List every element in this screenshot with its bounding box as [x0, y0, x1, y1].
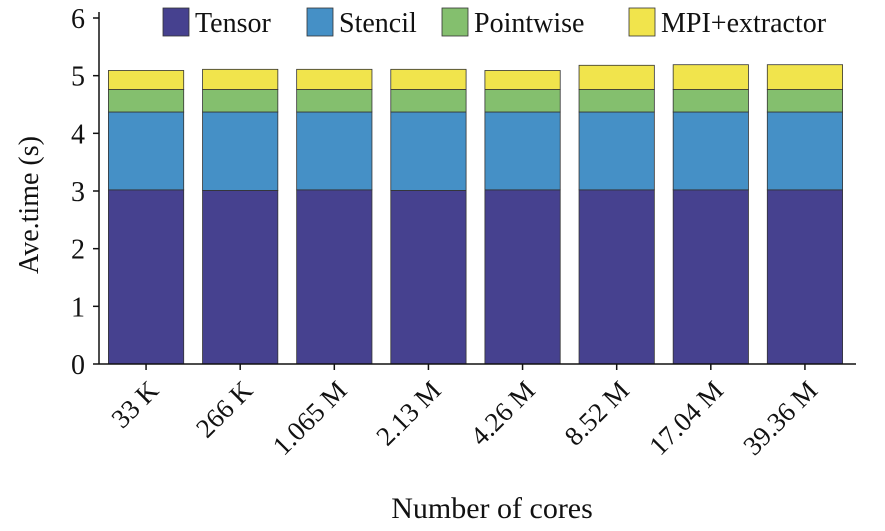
legend-item-mpi-extractor: MPI+extractor: [628, 7, 827, 39]
bar-segment-pointwise-4: [390, 89, 467, 113]
y-tick-label: 5: [71, 62, 85, 93]
y-tick-label: 1: [71, 292, 85, 323]
x-tick-label: 8.52 M: [559, 375, 635, 451]
legend-item-stencil: Stencil: [306, 7, 417, 39]
bar-segment-pointwise-2: [202, 89, 279, 113]
bar-segment-mpi-extractor-6: [578, 64, 655, 90]
y-tick-label: 4: [71, 119, 85, 150]
bar-segment-mpi-extractor-2: [202, 68, 279, 90]
bar-segment-stencil-8: [766, 111, 843, 191]
bar-segment-pointwise-1: [108, 89, 185, 113]
bar-segment-pointwise-7: [672, 89, 749, 113]
bar-segment-tensor-5: [484, 189, 561, 365]
legend-swatch: [162, 7, 190, 37]
bar-segment-mpi-extractor-3: [296, 68, 373, 90]
x-axis-label: Number of cores: [391, 492, 593, 525]
legend-swatch: [306, 7, 334, 37]
bar-segment-mpi-extractor-7: [672, 64, 749, 90]
bar-segment-mpi-extractor-5: [484, 70, 561, 90]
x-tick-label: 17.04 M: [643, 375, 729, 461]
bar-segment-mpi-extractor-1: [108, 70, 185, 90]
bar-segment-tensor-8: [766, 189, 843, 365]
x-tick-label: 266 K: [190, 375, 259, 444]
legend-item-pointwise: Pointwise: [441, 7, 584, 39]
bar-segment-stencil-6: [578, 111, 655, 191]
bar-segment-pointwise-6: [578, 89, 655, 113]
bar-segment-tensor-2: [202, 190, 279, 365]
legend-label: Pointwise: [474, 8, 584, 39]
legend-swatch: [628, 7, 656, 37]
bar-segment-mpi-extractor-8: [766, 64, 843, 90]
bar-segment-stencil-3: [296, 111, 373, 191]
legend-label: Stencil: [339, 8, 417, 39]
bar-segment-stencil-4: [390, 111, 467, 191]
bar-segment-pointwise-8: [766, 89, 843, 113]
legend-label: MPI+extractor: [661, 8, 827, 39]
x-tick-label: 4.26 M: [464, 375, 540, 451]
bar-segment-tensor-4: [390, 190, 467, 365]
y-tick-label: 2: [71, 235, 85, 266]
bar-segment-tensor-1: [108, 189, 185, 365]
bar-segment-pointwise-3: [296, 89, 373, 113]
y-tick-label: 3: [71, 177, 85, 208]
legend-swatch: [441, 7, 469, 37]
x-tick-label: 33 K: [105, 375, 164, 434]
x-tick-label: 2.13 M: [370, 375, 446, 451]
x-tick-label: 1.065 M: [267, 375, 353, 461]
bar-segment-tensor-3: [296, 189, 373, 365]
y-axis-label: Ave.time (s): [14, 136, 45, 274]
bar-segment-stencil-1: [108, 111, 185, 191]
y-tick-label: 0: [71, 350, 85, 381]
bar-segment-stencil-5: [484, 111, 561, 191]
bar-segment-stencil-2: [202, 111, 279, 191]
bar-segment-stencil-7: [672, 111, 749, 191]
y-tick-label: 6: [71, 4, 85, 35]
bar-segment-pointwise-5: [484, 89, 561, 113]
bar-segment-mpi-extractor-4: [390, 68, 467, 90]
bars-group: [108, 64, 843, 365]
x-tick-label: 39.36 M: [737, 375, 823, 461]
bar-segment-tensor-7: [672, 189, 749, 365]
legend-item-tensor: Tensor: [162, 7, 271, 39]
bar-segment-tensor-6: [578, 189, 655, 365]
legend: Tensor Stencil Pointwise MPI+extractor: [162, 7, 827, 39]
legend-label: Tensor: [195, 8, 271, 39]
